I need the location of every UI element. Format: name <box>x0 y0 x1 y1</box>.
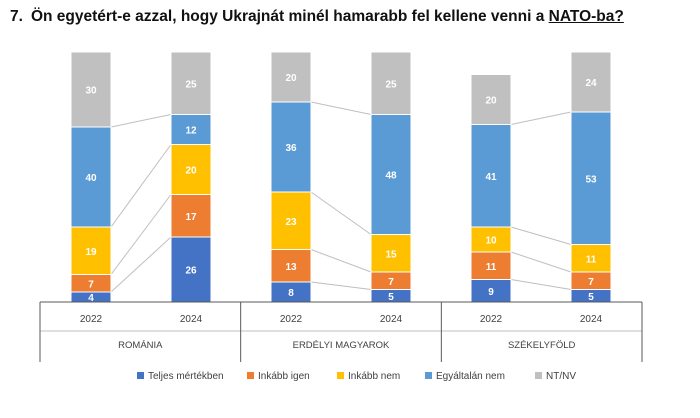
bar-segment <box>170 114 212 145</box>
connector-line <box>110 236 172 293</box>
bar-segment <box>470 74 512 125</box>
bars: 4 7 19 40 30 26 17 20 12 25 8 13 23 36 20 5 7 15 48 25 9 11 10… <box>70 51 612 304</box>
bar-segment <box>270 191 312 250</box>
question-text: Ön egyetért-e azzal, hogy Ukrajnát minél… <box>30 8 549 25</box>
connector-line <box>510 226 572 245</box>
group-label: SZÉKELYFÖLD <box>508 340 576 351</box>
bar-segment <box>570 51 612 113</box>
connector-line <box>310 101 372 115</box>
data-label: 19 <box>85 247 97 258</box>
connector-line <box>510 111 572 125</box>
connector-line <box>310 281 372 290</box>
data-label: 4 <box>88 293 94 304</box>
legend-swatch <box>247 372 254 379</box>
bar-segment <box>270 51 312 103</box>
data-label: 15 <box>385 249 397 260</box>
tick-label: 2024 <box>580 314 603 325</box>
bar-segment <box>470 226 512 253</box>
legend-label: Inkább igen <box>258 371 310 382</box>
connector-line <box>510 251 572 273</box>
tick-label: 2022 <box>480 314 503 325</box>
bar-segment <box>270 101 312 193</box>
chart-title: 7. Ön egyetért-e azzal, hogy Ukrajnát min… <box>10 8 624 26</box>
connector-lines <box>110 101 572 293</box>
connector-line <box>110 194 172 275</box>
data-label: 25 <box>185 79 197 90</box>
category-axis: 2022 2024 ROMÁNIA 2022 2024 ERDÉLYI MAGYAROK 2… <box>39 301 643 362</box>
connector-line <box>110 114 172 128</box>
data-label: 23 <box>285 217 297 228</box>
tick-label: 2022 <box>80 314 103 325</box>
question-underlined-text: NATO-ba? <box>548 8 624 25</box>
data-label: 26 <box>185 266 197 277</box>
group-label: ERDÉLYI MAGYAROK <box>293 340 390 351</box>
data-label: 12 <box>185 126 197 137</box>
tick-label: 2024 <box>180 314 203 325</box>
data-label: 17 <box>185 212 197 223</box>
data-label: 11 <box>486 262 497 273</box>
data-label: 9 <box>488 287 494 298</box>
data-label: 25 <box>385 79 397 90</box>
group-label: ROMÁNIA <box>118 340 163 351</box>
data-label: 24 <box>585 78 597 89</box>
connector-line <box>310 191 372 235</box>
data-label: 20 <box>285 73 297 84</box>
data-label: 13 <box>285 262 297 273</box>
data-label: 7 <box>88 279 94 290</box>
data-label: 5 <box>588 292 594 303</box>
tick-label: 2024 <box>380 314 403 325</box>
bar-segment <box>170 144 212 195</box>
legend-label: Teljes mértékben <box>148 371 224 382</box>
bar-segment <box>70 51 112 128</box>
legend-label: Egyáltalán nem <box>436 371 505 382</box>
legend-swatch <box>137 372 144 379</box>
tick-label: 2022 <box>280 314 303 325</box>
data-label: 10 <box>485 236 497 247</box>
bar-segment <box>370 234 412 273</box>
data-label: 40 <box>85 173 97 184</box>
data-label: 11 <box>586 254 597 265</box>
data-label: 8 <box>288 288 294 299</box>
legend-label: NT/NV <box>546 371 576 382</box>
bar-segment <box>370 114 412 235</box>
data-label: 7 <box>388 277 394 288</box>
data-label: 30 <box>85 86 97 97</box>
data-label: 7 <box>588 277 594 288</box>
bar-segment <box>570 111 612 245</box>
bar-segment <box>270 249 312 283</box>
bar-segment <box>70 226 112 275</box>
bar-segment <box>170 194 212 238</box>
legend-label: Inkább nem <box>348 371 400 382</box>
data-label: 48 <box>385 171 397 182</box>
data-label: 53 <box>585 174 597 185</box>
legend-swatch <box>535 372 542 379</box>
bar-segment <box>370 51 412 115</box>
connector-line <box>110 144 172 228</box>
data-label: 41 <box>485 172 497 183</box>
legend-swatch <box>337 372 344 379</box>
data-label: 20 <box>485 96 497 107</box>
data-label: 36 <box>285 143 297 154</box>
legend: Teljes mértékben Inkább igen Inkább nem Egy… <box>137 371 576 382</box>
data-label: 5 <box>388 292 394 303</box>
data-label: 20 <box>185 166 197 177</box>
bar-segment <box>570 244 612 273</box>
legend-swatch <box>425 372 432 379</box>
connector-line <box>310 249 372 273</box>
bar-segment <box>470 124 512 228</box>
connector-line <box>510 279 572 290</box>
bar-segment <box>70 126 112 228</box>
question-number: 7. <box>10 8 23 25</box>
bar-segment <box>170 51 212 115</box>
